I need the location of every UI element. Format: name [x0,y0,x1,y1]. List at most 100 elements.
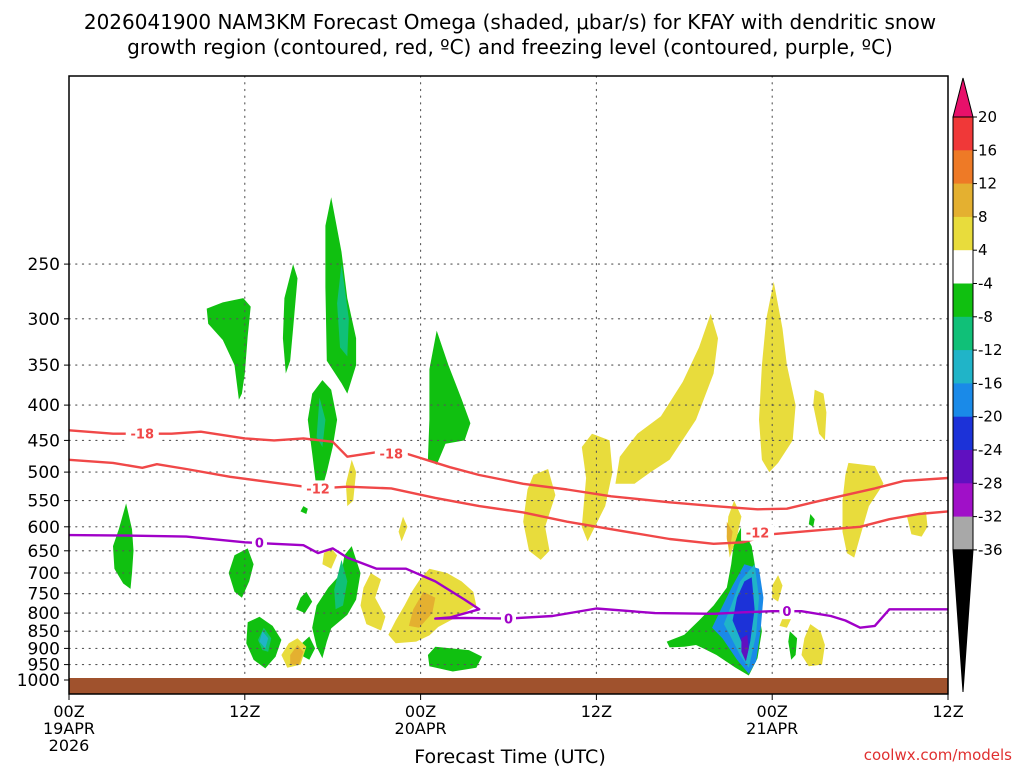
omega-ascent-region-15 [808,514,815,527]
chart-title-line1: 2026041900 NAM3KM Forecast Omega (shaded… [84,10,936,34]
colorbar-label-1: 16 [978,141,997,159]
omega-intense-region-11 [290,645,304,665]
y-tick-500: 500 [28,463,60,483]
contour-label-bg-3-1 [251,534,267,551]
omega-intense-region-10 [408,591,436,628]
colorbar-band-5 [953,250,973,284]
colorbar-label-12: -32 [978,508,1003,526]
contour-label-bg-1-1 [125,425,159,442]
colorbar-label-5: -4 [978,275,993,293]
omega-intense-region-8 [259,631,269,649]
omega-descent-region-4 [360,573,386,631]
x-tick-4-1: 21APR [746,719,798,738]
colorbar-band-11 [953,450,973,484]
contour-line-1 [68,429,949,511]
x-tick-0-0: 00Z [53,702,84,721]
x-tick-4-0: 00Z [757,702,788,721]
omega-descent-region-16 [801,624,825,667]
y-tick-1000: 1000 [17,671,60,691]
credit-label: coolwx.com/models [864,746,1012,764]
colorbar-band-10 [953,416,973,451]
y-tick-800: 800 [28,604,60,624]
omega-intense-region-5 [337,264,349,357]
omega-intense-region-6 [334,559,348,610]
y-tick-700: 700 [28,564,60,584]
colorbar-label-4: 4 [978,241,988,259]
colorbar-label-13: -36 [978,541,1003,559]
omega-descent-region-2 [398,516,408,542]
colorbar-band-9 [953,383,973,418]
omega-descent-region-9 [615,313,718,484]
colorbar-label-8: -16 [978,374,1003,392]
x-tick-0-1: 19APR [43,719,95,738]
colorbar-label-7: -12 [978,341,1003,359]
plot-area: -18 -18 -12 -12 0 0 0 [68,75,949,695]
omega-negative-shading [113,197,815,676]
colorbar-label-6: -8 [978,308,993,326]
y-tick-400: 400 [28,396,60,416]
omega-descent-region-7 [523,469,556,560]
contour-label-bg-1-2 [374,445,408,462]
x-tick-5-0: 12Z [932,702,963,721]
x-axis-label: Forecast Time (UTC) [414,746,605,768]
y-tick-250: 250 [28,255,60,275]
x-tick-0-2: 2026 [49,736,90,755]
y-tick-750: 750 [28,585,60,605]
y-tick-350: 350 [28,356,60,376]
contour-line-2 [68,458,949,545]
y-tick-300: 300 [28,310,60,330]
contour-label-2-1: -12 [306,482,330,497]
contour-label-1-2: -18 [380,447,404,462]
contour-label-1-1: -18 [131,428,155,443]
y-tick-850: 850 [28,622,60,642]
omega-ascent-region-1 [206,298,251,400]
y-tick-950: 950 [28,656,60,676]
chart-title-line2: growth region (contoured, red, ºC) and f… [127,35,893,59]
contour-label-bg-2-2 [741,524,775,541]
x-tick-2-0: 00Z [405,702,436,721]
colorbar-frame [952,116,974,551]
omega-descent-region-11 [813,389,827,441]
omega-descent-region-3 [322,548,338,569]
omega-ascent-region-6 [113,503,134,589]
colorbar-label-3: 8 [978,208,988,226]
omega-ascent-region-11 [300,636,316,660]
colorbar-label-11: -28 [978,474,1003,492]
colorbar-band-3 [953,183,973,218]
omega-descent-region-1 [345,459,357,507]
colorbar-band-7 [953,316,973,351]
omega-ascent-region-14 [788,631,798,660]
colorbar-label-0: 20 [978,108,997,126]
omega-descent-region-10 [759,281,796,473]
colorbar-band-13 [953,516,973,551]
contour-line-3 [68,533,948,629]
omega-descent-region-15 [772,575,783,602]
grid-lines [68,75,949,681]
contour-label-3-1: 0 [255,536,264,551]
colorbar-label-10: -24 [978,441,1003,459]
colorbar-band-2 [953,150,973,185]
colorbar-band-12 [953,483,973,518]
omega-intense-region-4 [741,634,749,662]
pressure-axis: 2503003504004505005506006507007508008509… [17,255,69,691]
contour-label-bg-2-1 [301,480,335,497]
contour-label-3-2: 0 [504,613,513,628]
colorbar-bottom-arrow [952,549,974,693]
colorbar-label-2: 12 [978,175,997,193]
omega-ascent-region-12 [427,646,483,672]
colorbar-band-6 [953,283,973,318]
contour-label-bg-3-2 [501,610,516,627]
y-tick-550: 550 [28,492,60,512]
x-tick-2-1: 20APR [395,719,447,738]
contour-label-3-3: 0 [782,605,791,620]
y-tick-900: 900 [28,639,60,659]
y-tick-600: 600 [28,518,60,538]
colorbar-band-1 [953,117,973,151]
plot-frame [68,75,949,695]
omega-ascent-region-5 [427,330,471,465]
omega-ascent-region-10 [296,591,313,614]
omega-descent-region-13 [907,511,928,537]
x-tick-3-0: 12Z [581,702,612,721]
